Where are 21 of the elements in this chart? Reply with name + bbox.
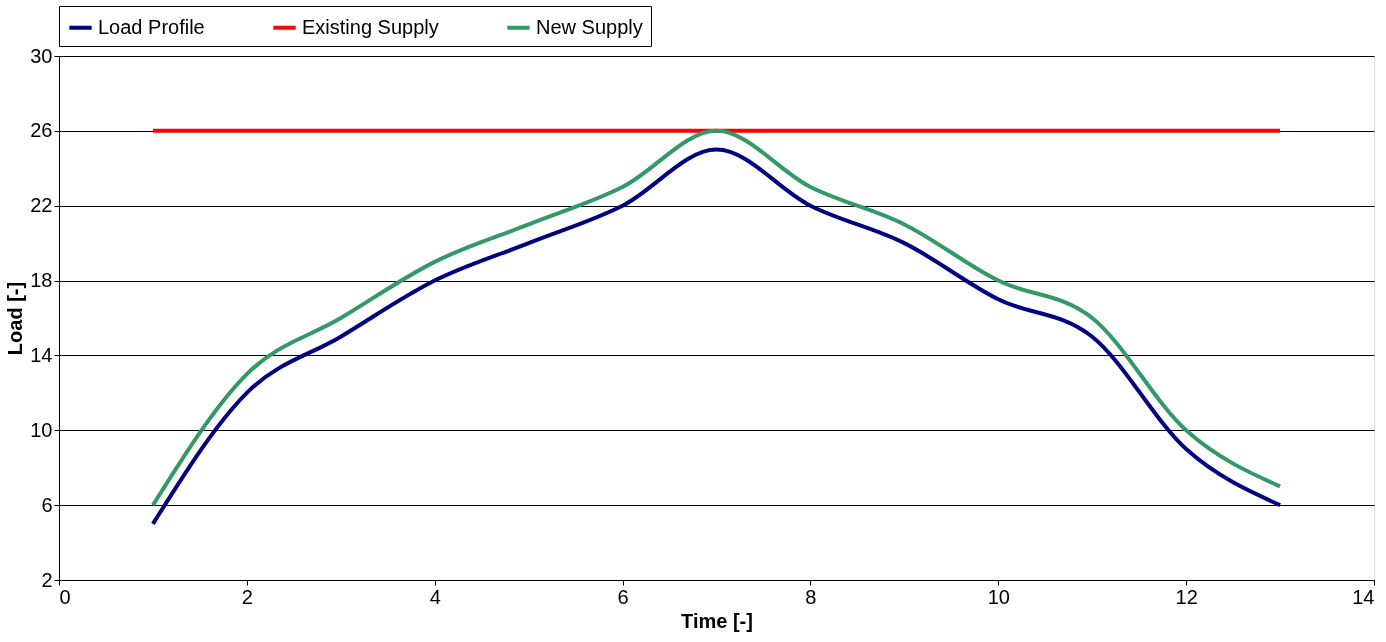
x-tick-label: 0 bbox=[59, 585, 71, 608]
y-tick-label: 10 bbox=[30, 418, 53, 441]
legend-label: Existing Supply bbox=[302, 15, 439, 38]
y-tick-label: 18 bbox=[30, 269, 53, 292]
y-tick-label: 14 bbox=[30, 343, 53, 366]
legend-label: Load Profile bbox=[98, 15, 205, 38]
y-tick-label: 2 bbox=[41, 568, 53, 591]
x-tick-label: 4 bbox=[429, 585, 441, 608]
y-tick-label: 26 bbox=[30, 119, 53, 142]
x-tick-label: 2 bbox=[241, 585, 253, 608]
y-tick-label: 6 bbox=[41, 493, 53, 516]
x-tick-label: 12 bbox=[1175, 585, 1198, 608]
x-tick-label: 6 bbox=[617, 585, 629, 608]
y-axis-title: Load [-] bbox=[4, 281, 27, 356]
x-tick-label: 10 bbox=[987, 585, 1010, 608]
y-tick-label: 22 bbox=[30, 194, 53, 217]
legend-label: New Supply bbox=[536, 15, 643, 38]
x-tick-label: 14 bbox=[1352, 585, 1375, 608]
x-tick-label: 8 bbox=[805, 585, 817, 608]
y-tick-label: 30 bbox=[30, 44, 53, 67]
x-axis-title: Time [-] bbox=[681, 609, 753, 632]
